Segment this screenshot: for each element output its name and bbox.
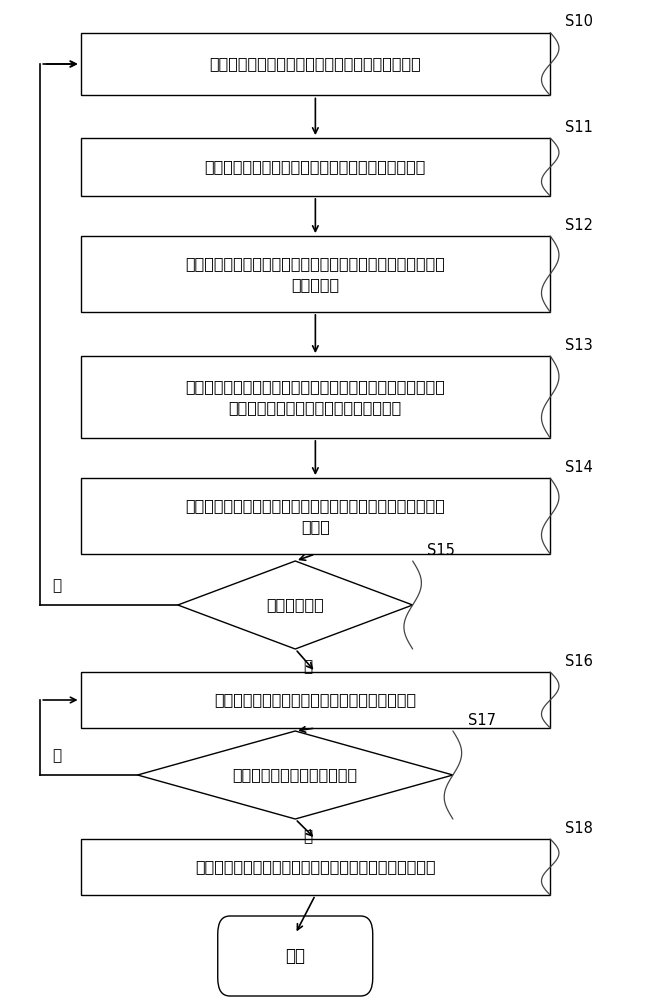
Text: S14: S14 — [565, 460, 593, 475]
Text: 是: 是 — [52, 748, 62, 763]
Text: 获取当前时刻主用户对应的全部次用户的位置信息: 获取当前时刻主用户对应的全部次用户的位置信息 — [209, 56, 421, 72]
Text: 启动调整机制: 启动调整机制 — [266, 597, 324, 612]
Text: 对由目标次用户构成的区域利用位置信息计算该区域内的质心
的位置信息以得到主用户的初步位置信息: 对由目标次用户构成的区域利用位置信息计算该区域内的质心 的位置信息以得到主用户的… — [185, 379, 446, 415]
Text: 是: 是 — [52, 578, 62, 593]
FancyBboxPatch shape — [81, 32, 550, 95]
FancyBboxPatch shape — [217, 916, 373, 996]
Text: S13: S13 — [565, 338, 592, 353]
Text: 否: 否 — [303, 829, 312, 844]
Text: 根据位置信息确定各次用户能够接收到的信号强度值: 根据位置信息确定各次用户能够接收到的信号强度值 — [205, 159, 426, 174]
Text: 输出当前位置信息以作为主用户本轮的定位结果: 输出当前位置信息以作为主用户本轮的定位结果 — [214, 692, 417, 708]
Polygon shape — [138, 731, 453, 819]
FancyBboxPatch shape — [81, 138, 550, 196]
Text: S12: S12 — [565, 218, 593, 233]
Text: 否: 否 — [303, 659, 312, 674]
Text: 选取信号强度值大于预设信号强度值的次用户作为参与定位的
目标次用户: 选取信号强度值大于预设信号强度值的次用户作为参与定位的 目标次用户 — [185, 256, 446, 292]
Text: 将初步位置信息输入粒子滤波算法模型中得到主用户的当前位
置信息: 将初步位置信息输入粒子滤波算法模型中得到主用户的当前位 置信息 — [185, 498, 446, 534]
Text: S15: S15 — [427, 543, 456, 558]
FancyBboxPatch shape — [81, 356, 550, 438]
Text: 触发粒子滤波算法模型输出下一轮主用户的当前位置信息: 触发粒子滤波算法模型输出下一轮主用户的当前位置信息 — [195, 859, 435, 874]
Text: 结束: 结束 — [285, 947, 305, 965]
FancyBboxPatch shape — [81, 236, 550, 312]
Text: S11: S11 — [565, 120, 593, 135]
FancyBboxPatch shape — [81, 672, 550, 728]
Text: S18: S18 — [565, 821, 593, 836]
FancyBboxPatch shape — [81, 839, 550, 895]
Text: S16: S16 — [565, 654, 593, 669]
Text: 接收到主用户停止运动的信息: 接收到主用户停止运动的信息 — [233, 768, 358, 782]
Text: S17: S17 — [468, 713, 496, 728]
Text: S10: S10 — [565, 14, 593, 29]
FancyBboxPatch shape — [81, 478, 550, 554]
Polygon shape — [178, 561, 413, 649]
